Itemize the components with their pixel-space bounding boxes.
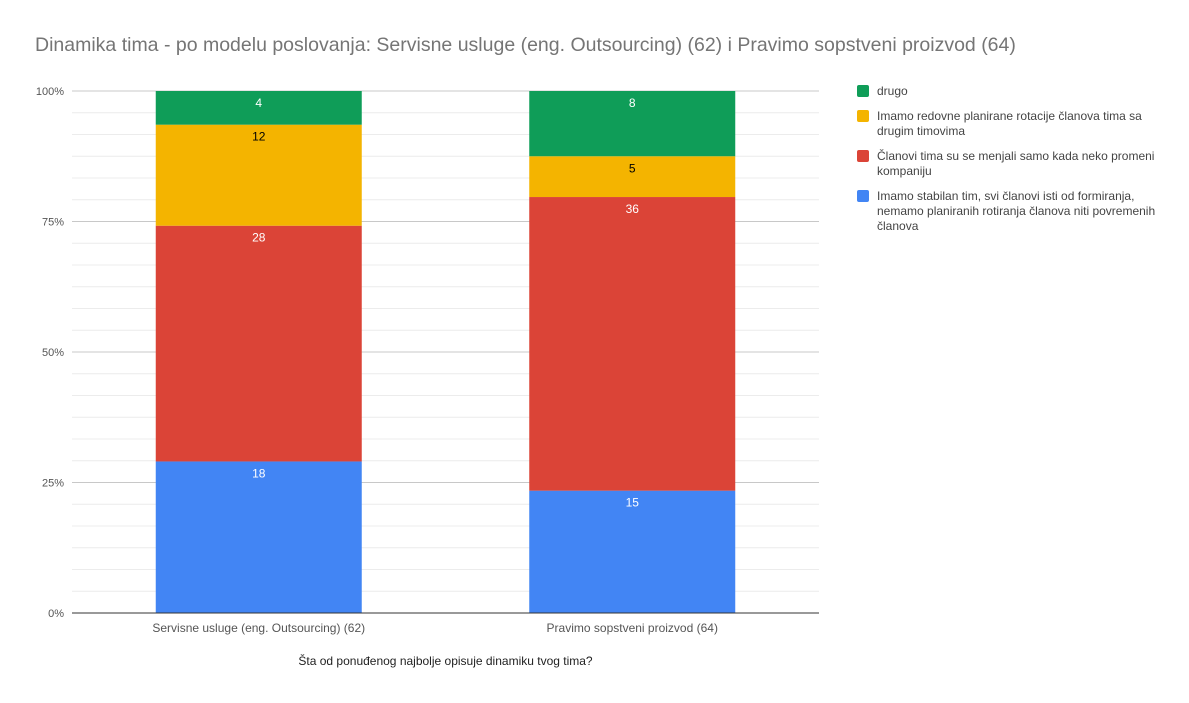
bar-segment (529, 156, 736, 198)
y-tick-label: 75% (42, 217, 64, 229)
legend-label: drugo (877, 84, 908, 98)
legend-label: Imamo redovne planirane rotacije članova… (877, 109, 1142, 138)
y-tick-label: 50% (42, 347, 64, 359)
bar-segment (529, 91, 736, 157)
x-tick-label: Servisne usluge (eng. Outsourcing) (62) (152, 621, 365, 635)
data-label: 36 (626, 202, 640, 216)
legend-item: drugo (857, 84, 1157, 99)
legend-item: Imamo stabilan tim, svi članovi isti od … (857, 189, 1157, 234)
data-label: 5 (629, 161, 636, 175)
bar-segment (155, 124, 362, 226)
x-axis-title: Šta od ponuđenog najbolje opisuje dinami… (298, 654, 593, 668)
x-tick-label: Pravimo sopstveni proizvod (64) (547, 621, 718, 635)
legend-swatch (857, 190, 869, 202)
data-label: 12 (252, 130, 266, 144)
bar-segment (529, 197, 736, 491)
legend-swatch (857, 150, 869, 162)
legend-item: Članovi tima su se menjali samo kada nek… (857, 149, 1157, 179)
bar-segment (155, 225, 362, 462)
bar-segment (529, 490, 736, 613)
y-tick-label: 25% (42, 478, 64, 490)
data-label: 28 (252, 231, 266, 245)
legend-swatch (857, 110, 869, 122)
legend-label: Članovi tima su se menjali samo kada nek… (877, 149, 1155, 178)
bar-segment (155, 461, 362, 613)
data-label: 15 (626, 496, 640, 510)
data-label: 8 (629, 96, 636, 110)
legend-swatch (857, 85, 869, 97)
y-tick-label: 100% (36, 86, 64, 98)
bar-segment (155, 91, 362, 125)
data-label: 18 (252, 466, 266, 480)
chart-legend: drugo Imamo redovne planirane rotacije čl… (857, 84, 1157, 244)
legend-label: Imamo stabilan tim, svi članovi isti od … (877, 189, 1156, 233)
legend-item: Imamo redovne planirane rotacije članova… (857, 109, 1157, 139)
data-label: 4 (255, 96, 262, 110)
y-tick-label: 0% (48, 608, 64, 620)
chart-title: Dinamika tima - po modelu poslovanja: Se… (35, 34, 1016, 56)
